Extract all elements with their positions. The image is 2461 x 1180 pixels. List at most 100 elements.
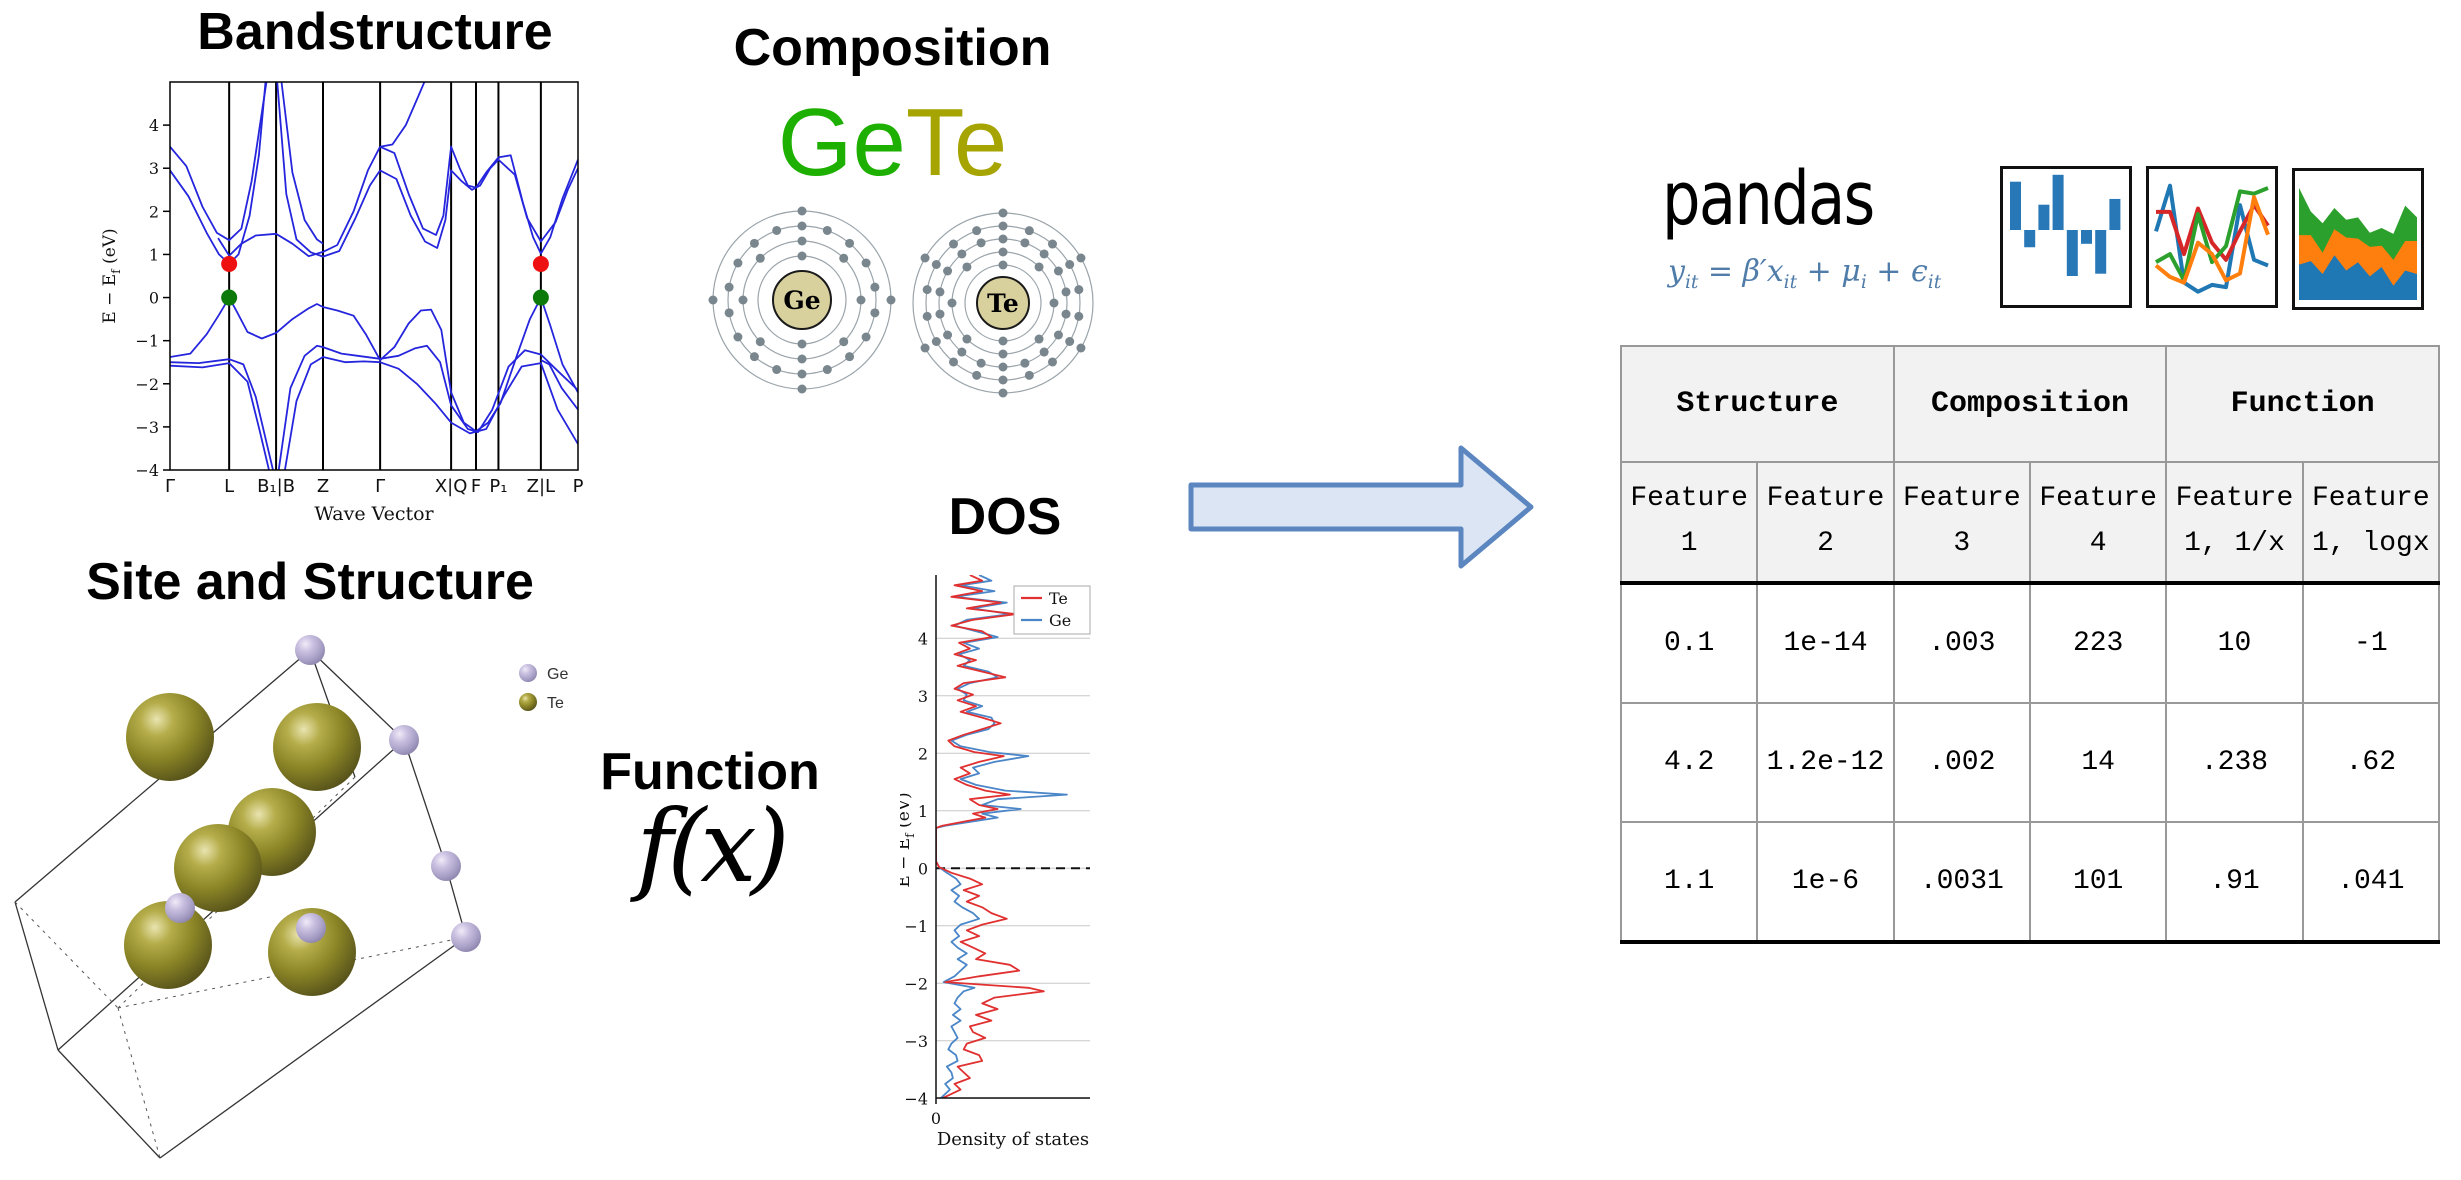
table-column-header: Feature 4: [2028, 461, 2168, 585]
band-ytick-label: 2: [149, 202, 159, 221]
band-xtick-label: Γ: [375, 476, 385, 497]
band-ytick-label: 3: [149, 159, 159, 178]
electron-dot: [943, 330, 953, 340]
unit-cell-edge: [309, 649, 405, 741]
electron-dot: [1061, 287, 1071, 297]
band-ytick-label: 4: [149, 116, 159, 135]
thumb-bar-rect: [2081, 230, 2092, 244]
nucleus: [772, 270, 832, 330]
band-xtick-label: Z: [317, 476, 329, 497]
table-column-header: Feature 2: [1756, 461, 1895, 585]
right-arrow-icon: [1188, 445, 1534, 569]
band-ytick-label: 0: [149, 289, 159, 308]
element-symbol-text: Ge: [777, 89, 906, 196]
dos-xtick-label: 0: [931, 1109, 941, 1128]
dos-ytick-label: −2: [904, 974, 928, 993]
electron-dot: [998, 247, 1008, 257]
ge-atom-sphere: [389, 725, 419, 755]
table-cell: .238: [2165, 702, 2304, 823]
band-curve: [170, 362, 270, 470]
electron-dot: [1061, 309, 1071, 319]
table-row: 1.1 1e-6.0031 101.91.041: [1619, 821, 2441, 944]
electron-dot: [733, 258, 743, 268]
band-extremum-marker: [532, 289, 549, 306]
dos-ytick-label: 4: [918, 629, 928, 648]
ge-atom-sphere: [165, 893, 195, 923]
thumb-line-series: [2154, 183, 2269, 294]
te-atom-sphere: [124, 901, 212, 989]
electron-dot: [856, 295, 866, 305]
area-chart-thumbnail: [2292, 168, 2424, 310]
electron-dot: [920, 343, 930, 353]
crystal-legend-label: Ge: [547, 666, 568, 683]
electron-dot: [797, 236, 807, 246]
dos-ytick-label: 1: [918, 802, 928, 821]
table-cell: .002: [1892, 702, 2031, 823]
table-cell: -1: [2301, 582, 2441, 704]
band-xtick-label: P: [573, 476, 584, 497]
electron-dot: [749, 238, 759, 248]
electron-dot: [998, 336, 1008, 346]
electron-dot: [797, 384, 807, 394]
bandstructure-title: Bandstructure: [197, 3, 553, 61]
thumb-bar-rect: [2095, 230, 2107, 274]
electron-dot: [749, 352, 759, 362]
dos-legend-label: Te: [1049, 589, 1068, 608]
electron-dot: [755, 253, 765, 263]
dos-ytick-label: −1: [904, 917, 928, 936]
table-cell: 1e-6: [1756, 821, 1895, 944]
electron-dot: [1039, 347, 1049, 357]
electron-dot: [962, 262, 972, 272]
thumb-bar-rect: [2024, 230, 2036, 248]
electron-dot: [839, 253, 849, 263]
electron-dot: [998, 375, 1008, 385]
electron-dot: [976, 358, 986, 368]
table-cell: 223: [2028, 582, 2168, 704]
electron-dot: [708, 295, 718, 305]
table-cell: 0.1: [1619, 582, 1759, 704]
electron-dot: [724, 282, 734, 292]
thumb-area-layer: [2299, 255, 2417, 300]
composition-title: Composition: [733, 19, 1052, 77]
electron-dot: [998, 349, 1008, 359]
electron-dot: [998, 388, 1008, 398]
dos-curve-ge: [936, 575, 1068, 1098]
thumb-bar-rect: [2052, 174, 2064, 230]
table-group-header: Structure: [1620, 345, 1895, 463]
band-curve: [280, 82, 324, 245]
electron-dot: [845, 238, 855, 248]
electron-dot: [1053, 266, 1063, 276]
electron-dot: [797, 251, 807, 261]
thumb-bar-rect: [2010, 181, 2021, 230]
atom-te: Te: [912, 208, 1094, 398]
electron-dot: [1024, 370, 1034, 380]
electron-dot: [755, 337, 765, 347]
electron-dot: [738, 295, 748, 305]
band-extremum-marker: [221, 289, 238, 306]
electron-dot: [920, 253, 930, 263]
band-plot-frame: [169, 81, 579, 471]
band-curve: [277, 344, 578, 470]
band-curve: [540, 359, 578, 411]
electron-dot: [1076, 253, 1086, 263]
electron-dot: [957, 347, 967, 357]
electron-dot: [943, 266, 953, 276]
electron-dot: [772, 365, 782, 375]
dos-ytick-label: 2: [918, 744, 928, 763]
dos-ytick-label: 0: [918, 859, 928, 878]
dos-legend-label: Ge: [1049, 611, 1071, 630]
band-extremum-marker: [532, 255, 549, 272]
band-ylabel: E − Ef (eV): [100, 228, 123, 323]
band-curve: [170, 82, 268, 242]
band-ytick-label: −4: [135, 461, 159, 480]
band-curve: [284, 356, 578, 470]
table-cell: 10: [2165, 582, 2304, 704]
electron-dot: [1074, 311, 1084, 321]
te-atom-sphere: [273, 703, 361, 791]
unit-cell-edge: [159, 936, 467, 1159]
band-xtick-label: B₁|B: [257, 476, 295, 497]
table-cell: .91: [2165, 821, 2304, 944]
thumbnail-frame: [2000, 166, 2132, 308]
crystal-legend-swatch: [519, 693, 537, 711]
electron-dot: [772, 225, 782, 235]
